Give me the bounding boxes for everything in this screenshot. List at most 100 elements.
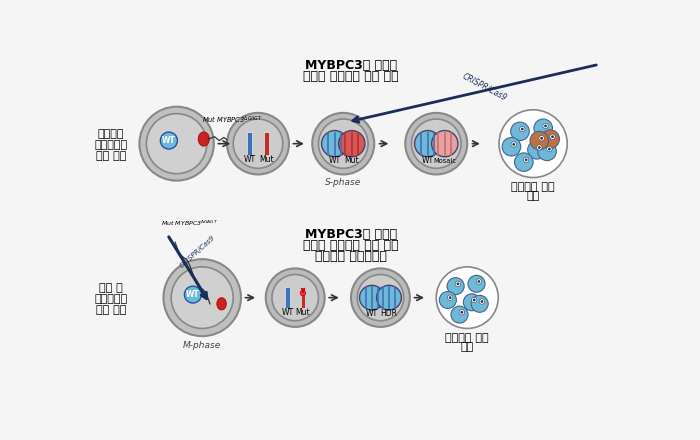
- Ellipse shape: [525, 158, 528, 161]
- Ellipse shape: [360, 286, 384, 310]
- Ellipse shape: [146, 114, 207, 174]
- Ellipse shape: [447, 295, 453, 301]
- Ellipse shape: [405, 113, 468, 174]
- Text: Mut: Mut: [259, 154, 274, 164]
- Ellipse shape: [550, 134, 555, 139]
- Ellipse shape: [476, 279, 482, 284]
- Ellipse shape: [233, 119, 283, 168]
- Ellipse shape: [538, 142, 556, 161]
- Text: MYBPC3가 망가져: MYBPC3가 망가져: [305, 59, 397, 72]
- Ellipse shape: [436, 267, 498, 329]
- Ellipse shape: [227, 113, 289, 174]
- Bar: [264, 132, 269, 155]
- Ellipse shape: [459, 310, 465, 315]
- Ellipse shape: [480, 299, 484, 304]
- Text: 모자이크 현상: 모자이크 현상: [445, 333, 489, 343]
- Text: 변이된 유전자를 가진 정자: 변이된 유전자를 가진 정자: [303, 70, 399, 83]
- Ellipse shape: [139, 106, 214, 181]
- Text: 유전자가위: 유전자가위: [94, 140, 127, 150]
- Text: 변이된 유전자를 가진 정자: 변이된 유전자를 가진 정자: [303, 239, 399, 252]
- Text: WT: WT: [244, 154, 256, 164]
- Text: Mut MYBPC3$^{\Delta GAGT}$: Mut MYBPC3$^{\Delta GAGT}$: [202, 115, 262, 126]
- Text: 수정 전: 수정 전: [99, 283, 122, 293]
- Text: WT: WT: [162, 136, 176, 145]
- Ellipse shape: [357, 275, 404, 321]
- Text: S-phase: S-phase: [325, 178, 361, 187]
- Ellipse shape: [544, 125, 547, 127]
- Text: Mut MYBPC3$^{\Delta GAGT}$: Mut MYBPC3$^{\Delta GAGT}$: [161, 219, 218, 228]
- Text: WT: WT: [329, 156, 341, 165]
- Ellipse shape: [541, 130, 559, 148]
- Ellipse shape: [528, 141, 546, 159]
- Text: 모자이크 현상: 모자이크 현상: [511, 182, 555, 192]
- Text: 주입 방식: 주입 방식: [96, 305, 126, 315]
- Ellipse shape: [198, 132, 209, 146]
- Ellipse shape: [534, 119, 552, 137]
- Text: CRISPR/Cas9: CRISPR/Cas9: [461, 72, 508, 103]
- Ellipse shape: [542, 123, 548, 128]
- Ellipse shape: [481, 300, 484, 303]
- Ellipse shape: [272, 275, 318, 321]
- Ellipse shape: [266, 268, 325, 327]
- Ellipse shape: [463, 294, 480, 311]
- Ellipse shape: [318, 119, 368, 168]
- Text: 없음: 없음: [461, 342, 474, 352]
- Bar: [300, 287, 305, 308]
- Ellipse shape: [473, 299, 475, 301]
- Ellipse shape: [351, 268, 410, 327]
- Ellipse shape: [512, 143, 515, 146]
- Text: Mosaic: Mosaic: [433, 158, 456, 164]
- Ellipse shape: [511, 122, 529, 141]
- Ellipse shape: [547, 147, 552, 152]
- Ellipse shape: [184, 286, 202, 303]
- Ellipse shape: [519, 126, 525, 132]
- Ellipse shape: [300, 290, 306, 296]
- Text: 주입 방식: 주입 방식: [96, 151, 126, 161]
- Text: Mut: Mut: [344, 156, 359, 165]
- Text: CRISPR/Cas9: CRISPR/Cas9: [179, 234, 216, 269]
- Ellipse shape: [538, 146, 540, 149]
- Bar: [247, 132, 252, 155]
- Ellipse shape: [163, 259, 241, 336]
- Ellipse shape: [530, 131, 549, 150]
- Ellipse shape: [537, 145, 542, 150]
- Ellipse shape: [160, 132, 177, 149]
- Ellipse shape: [451, 306, 468, 323]
- Ellipse shape: [412, 119, 461, 168]
- Text: WT: WT: [421, 156, 434, 165]
- Text: HDR: HDR: [381, 309, 398, 318]
- Ellipse shape: [377, 286, 401, 310]
- Ellipse shape: [499, 110, 567, 177]
- Text: WT: WT: [366, 309, 378, 318]
- Ellipse shape: [339, 131, 365, 157]
- Ellipse shape: [471, 295, 488, 312]
- Ellipse shape: [514, 153, 533, 172]
- Ellipse shape: [524, 157, 529, 162]
- Ellipse shape: [472, 297, 477, 303]
- Ellipse shape: [502, 137, 521, 156]
- Ellipse shape: [321, 131, 348, 157]
- Text: M-phase: M-phase: [183, 341, 221, 350]
- Text: 유전자가위: 유전자가위: [94, 294, 127, 304]
- Ellipse shape: [456, 282, 459, 285]
- Ellipse shape: [217, 298, 226, 310]
- Ellipse shape: [511, 142, 517, 147]
- Text: Mut: Mut: [295, 308, 310, 317]
- Ellipse shape: [551, 136, 554, 138]
- Ellipse shape: [440, 292, 456, 308]
- Ellipse shape: [455, 281, 461, 286]
- Ellipse shape: [477, 280, 480, 283]
- Ellipse shape: [468, 275, 485, 292]
- Ellipse shape: [539, 136, 545, 141]
- Bar: [285, 287, 290, 308]
- Ellipse shape: [172, 267, 233, 329]
- Ellipse shape: [447, 278, 464, 295]
- Text: 발생: 발생: [526, 191, 540, 201]
- Ellipse shape: [548, 148, 551, 150]
- Text: 수정란에: 수정란에: [97, 129, 124, 139]
- Ellipse shape: [312, 113, 374, 174]
- Text: 크리스퍼 유전자가위: 크리스퍼 유전자가위: [315, 250, 387, 263]
- Ellipse shape: [540, 137, 543, 139]
- Text: MYBPC3가 망가져: MYBPC3가 망가져: [305, 228, 397, 242]
- Ellipse shape: [432, 131, 458, 157]
